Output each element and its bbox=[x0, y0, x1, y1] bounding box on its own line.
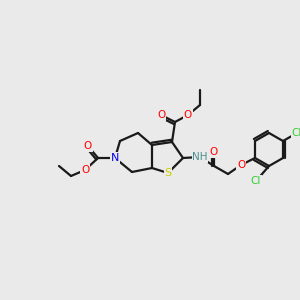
Text: O: O bbox=[210, 147, 218, 157]
Text: Cl: Cl bbox=[251, 176, 261, 186]
Text: O: O bbox=[81, 165, 89, 175]
Text: O: O bbox=[84, 141, 92, 151]
Text: N: N bbox=[111, 153, 119, 163]
Text: O: O bbox=[157, 110, 165, 120]
Text: O: O bbox=[237, 160, 245, 170]
Text: S: S bbox=[164, 168, 172, 178]
Text: Cl: Cl bbox=[292, 128, 300, 138]
Text: O: O bbox=[184, 110, 192, 120]
Text: NH: NH bbox=[192, 152, 208, 162]
